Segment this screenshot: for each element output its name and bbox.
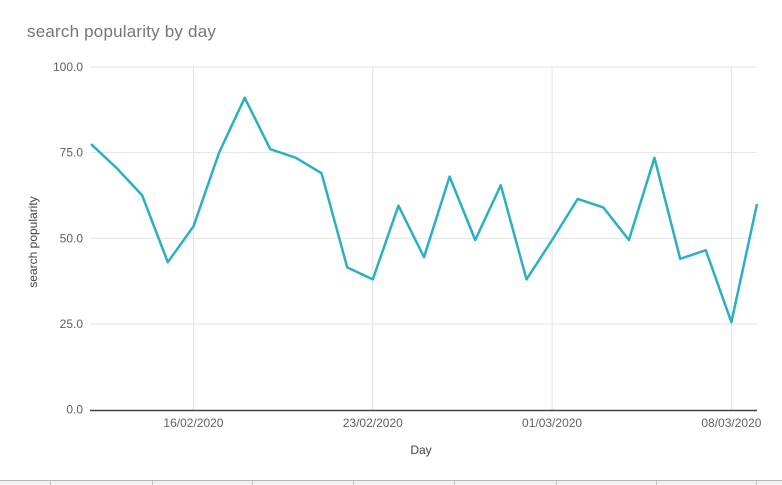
chart-title: search popularity by day bbox=[27, 22, 217, 41]
y-tick-label: 100.0 bbox=[53, 60, 83, 74]
x-tick-label: 23/02/2020 bbox=[343, 416, 403, 430]
y-tick-label: 75.0 bbox=[60, 146, 84, 160]
spreadsheet-cell-border bbox=[252, 481, 253, 485]
spreadsheet-cell-border bbox=[50, 481, 51, 485]
line-chart-plot: 16/02/2020 23/02/2020 01/03/2020 08/03/2020… bbox=[53, 60, 762, 430]
x-tick-label: 01/03/2020 bbox=[522, 416, 582, 430]
x-axis-label: Day bbox=[410, 443, 432, 457]
y-tick-label: 0.0 bbox=[66, 403, 83, 417]
series-line bbox=[90, 96, 759, 324]
spreadsheet-cell-border bbox=[556, 481, 557, 485]
x-tick-label: 16/02/2020 bbox=[163, 416, 223, 430]
spreadsheet-cell-border bbox=[353, 481, 354, 485]
spreadsheet-cell-border bbox=[656, 481, 657, 485]
y-tick-label: 50.0 bbox=[60, 231, 84, 245]
spreadsheet-row-strip bbox=[0, 480, 782, 485]
x-tick-label: 08/03/2020 bbox=[701, 416, 761, 430]
y-tick-label: 25.0 bbox=[60, 317, 84, 331]
spreadsheet-cell-border bbox=[454, 481, 455, 485]
spreadsheet-cell-border bbox=[152, 481, 153, 485]
spreadsheet-cell-border bbox=[756, 481, 757, 485]
